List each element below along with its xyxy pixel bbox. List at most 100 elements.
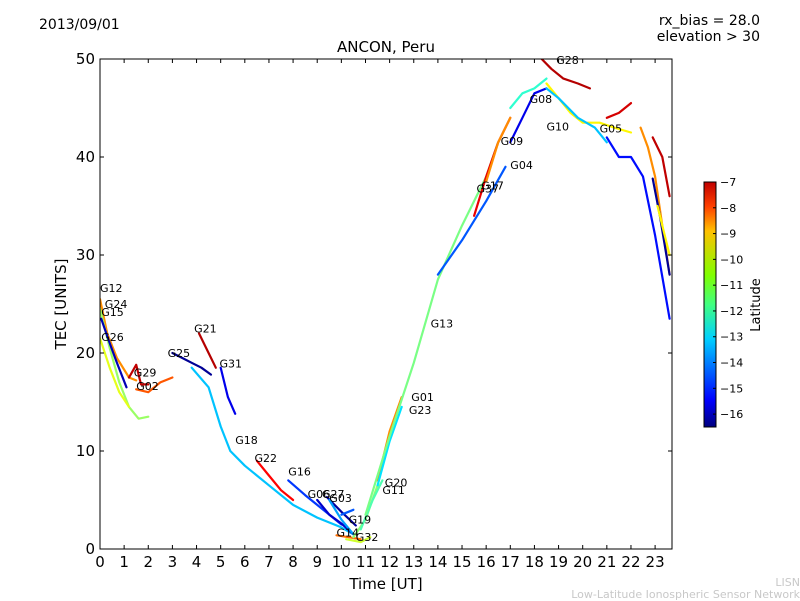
credit-network: Low-Latitude Ionospheric Sensor Network [571, 588, 800, 601]
satellite-label-g24: G24 [105, 298, 128, 311]
x-tick-label: 23 [646, 553, 665, 571]
date-label: 2013/09/01 [39, 17, 120, 33]
satellite-label-g26: G26 [101, 331, 124, 344]
y-tick-label: 50 [76, 50, 95, 68]
y-tick-label: 10 [76, 442, 95, 460]
y-tick-label: 20 [76, 344, 95, 362]
x-tick-label: 6 [240, 553, 250, 571]
x-tick-label: 18 [525, 553, 544, 571]
series-line-g09 [485, 116, 512, 183]
x-tick-label: 14 [428, 553, 447, 571]
chart-title: ANCON, Peru [337, 38, 435, 56]
series-line-g15 [100, 317, 128, 389]
satellite-label-g13: G13 [431, 318, 454, 331]
satellite-label-g22: G22 [255, 452, 278, 465]
satellite-label-g15: G15 [101, 306, 124, 319]
series-line-g35 [651, 136, 671, 198]
colorbar-tick-label: −15 [720, 382, 743, 395]
series-line-g07 [605, 102, 633, 119]
satellite-label-g03: G03 [329, 492, 352, 505]
series-line-g19 [340, 508, 355, 516]
x-tick-label: 3 [168, 553, 178, 571]
colorbar-tick-label: −7 [720, 176, 736, 189]
y-tick-label: 30 [76, 246, 95, 264]
satellite-label-g32: G32 [356, 531, 379, 544]
series-line-g36 [605, 136, 671, 320]
y-tick-label: 40 [76, 148, 95, 166]
colorbar-tick-label: −10 [720, 253, 743, 266]
x-tick-label: 21 [597, 553, 616, 571]
elevation-label: elevation > 30 [656, 29, 760, 45]
x-tick-label: 13 [404, 553, 423, 571]
x-tick-label: 2 [143, 553, 153, 571]
colorbar-tick-label: −13 [720, 331, 743, 344]
series-line-g03 [328, 498, 355, 536]
satellite-label-g20: G20 [385, 476, 408, 489]
series-line-g06 [316, 498, 355, 536]
series-line-g08 [509, 77, 548, 110]
satellite-label-g10: G10 [547, 121, 570, 134]
satellite-label-g02: G02 [136, 380, 159, 393]
series-line-g12 [100, 298, 138, 382]
satellite-label-g27: G27 [322, 488, 345, 501]
series-line-g34 [651, 177, 671, 276]
x-tick-label: 4 [192, 553, 202, 571]
colorbar-tick-label: −9 [720, 228, 736, 241]
colorbar [703, 181, 717, 428]
colorbar-tick-label: −12 [720, 305, 743, 318]
satellite-label-g23: G23 [409, 404, 432, 417]
series-line-g04 [436, 165, 507, 276]
x-tick-label: 9 [312, 553, 322, 571]
x-tick-label: 16 [477, 553, 496, 571]
series-line-g22 [255, 459, 295, 502]
colorbar-tick-label: −11 [720, 279, 743, 292]
satellite-label-g37: G37 [477, 182, 500, 195]
y-axis-label: TEC [UNITS] [52, 259, 70, 351]
x-tick-label: 20 [573, 553, 592, 571]
x-tick-label: 19 [549, 553, 568, 571]
satellite-label-g12: G12 [100, 282, 123, 295]
satellite-label-g16: G16 [288, 466, 311, 479]
satellite-label-g18: G18 [235, 434, 258, 447]
satellite-label-g08: G08 [530, 93, 553, 106]
colorbar-tick-label: −14 [720, 357, 743, 370]
series-line-g18 [190, 366, 355, 536]
x-axis-label: Time [UT] [348, 575, 422, 593]
plot-frame [99, 58, 673, 550]
satellite-label-g06: G06 [308, 488, 331, 501]
series-line-g14 [335, 534, 362, 541]
satellite-label-g01: G01 [411, 391, 434, 404]
x-tick-label: 0 [95, 553, 105, 571]
series-line-g23 [376, 405, 403, 487]
series-line-g30 [545, 87, 608, 144]
satellite-label-g09: G09 [501, 135, 524, 148]
colorbar-label: Latitude [749, 278, 764, 332]
series-line-g29 [127, 363, 150, 386]
satellite-label-g19: G19 [349, 514, 372, 527]
series-line-g21 [197, 332, 217, 369]
x-tick-label: 8 [288, 553, 298, 571]
series-line-g31 [219, 366, 237, 415]
satellite-label-g11: G11 [382, 484, 405, 497]
satellite-label-g17: G17 [481, 179, 504, 192]
x-tick-label: 17 [501, 553, 520, 571]
credit-lisn: LISN [775, 576, 800, 589]
series-line-g10 [509, 87, 548, 144]
x-tick-label: 11 [356, 553, 375, 571]
x-tick-label: 7 [264, 553, 274, 571]
series-line-g24 [100, 307, 150, 420]
series-line-g28 [540, 59, 591, 90]
colorbar-tick-label: −8 [720, 202, 736, 215]
x-tick-label: 5 [216, 553, 226, 571]
x-tick-label: 1 [119, 553, 129, 571]
series-line-g20 [359, 479, 384, 531]
satellite-label-g29: G29 [134, 367, 157, 380]
satellite-label-g05: G05 [600, 123, 623, 136]
x-tick-label: 12 [380, 553, 399, 571]
series-line-g32 [345, 536, 372, 544]
x-tick-label: 10 [332, 553, 351, 571]
satellite-label-g28: G28 [556, 54, 579, 67]
rx-bias-label: rx_bias = 28.0 [658, 13, 760, 29]
satellite-label-g14: G14 [337, 526, 360, 539]
